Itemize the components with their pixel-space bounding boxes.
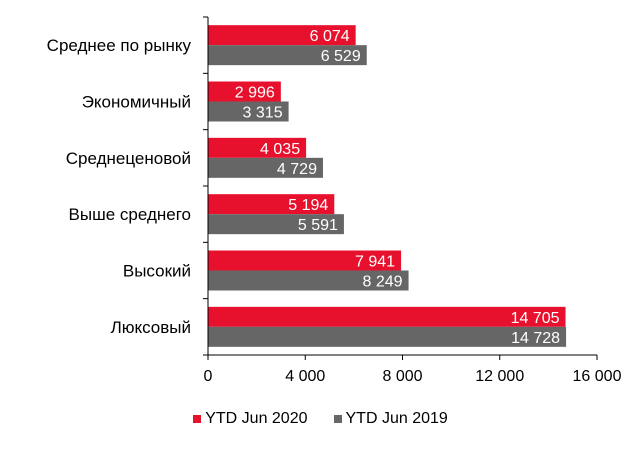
legend: YTD Jun 2020 YTD Jun 2019: [0, 410, 641, 428]
bar-2020: [208, 306, 566, 327]
data-label: 5 194: [288, 197, 328, 214]
bar-2019: [208, 214, 344, 235]
bar-2019: [208, 157, 323, 178]
category-label: Люксовый: [111, 318, 191, 337]
x-tick-label: 8 000: [382, 368, 422, 385]
data-label: 14 705: [511, 310, 560, 327]
x-tick-label: 16 000: [573, 368, 622, 385]
category-label: Среднеценовой: [66, 149, 191, 168]
data-label: 6 529: [321, 48, 361, 65]
bar-2020: [208, 137, 307, 158]
x-tick-label: 12 000: [475, 368, 524, 385]
legend-label-2019: YTD Jun 2019: [345, 410, 448, 427]
legend-item-2019: YTD Jun 2019: [333, 410, 448, 428]
bar-2019: [208, 101, 289, 122]
bar-2019: [208, 270, 409, 291]
x-tick-label: 0: [204, 368, 213, 385]
bar-2019: [208, 326, 567, 347]
category-label: Экономичный: [82, 93, 191, 112]
category-label: Выше среднего: [69, 205, 191, 224]
data-label: 3 315: [243, 105, 283, 122]
legend-item-2020: YTD Jun 2020: [193, 410, 308, 428]
legend-label-2020: YTD Jun 2020: [205, 410, 308, 427]
data-label: 8 249: [363, 274, 403, 291]
data-label: 4 729: [277, 161, 317, 178]
legend-swatch-2020: [193, 415, 202, 423]
bar-2020: [208, 25, 356, 46]
legend-swatch-2019: [333, 415, 342, 423]
bar-2020: [208, 250, 402, 271]
data-label: 5 591: [298, 217, 338, 234]
category-label: Среднее по рынку: [47, 36, 192, 55]
data-label: 4 035: [260, 141, 300, 158]
data-label: 14 728: [511, 330, 560, 347]
data-label: 7 941: [355, 254, 395, 271]
bar-2020: [208, 81, 281, 102]
data-label: 2 996: [235, 85, 275, 102]
category-label: Высокий: [123, 262, 191, 281]
data-label: 6 074: [310, 28, 350, 45]
x-tick-label: 4 000: [285, 368, 325, 385]
bar-2020: [208, 194, 335, 215]
bar-2019: [208, 45, 367, 66]
